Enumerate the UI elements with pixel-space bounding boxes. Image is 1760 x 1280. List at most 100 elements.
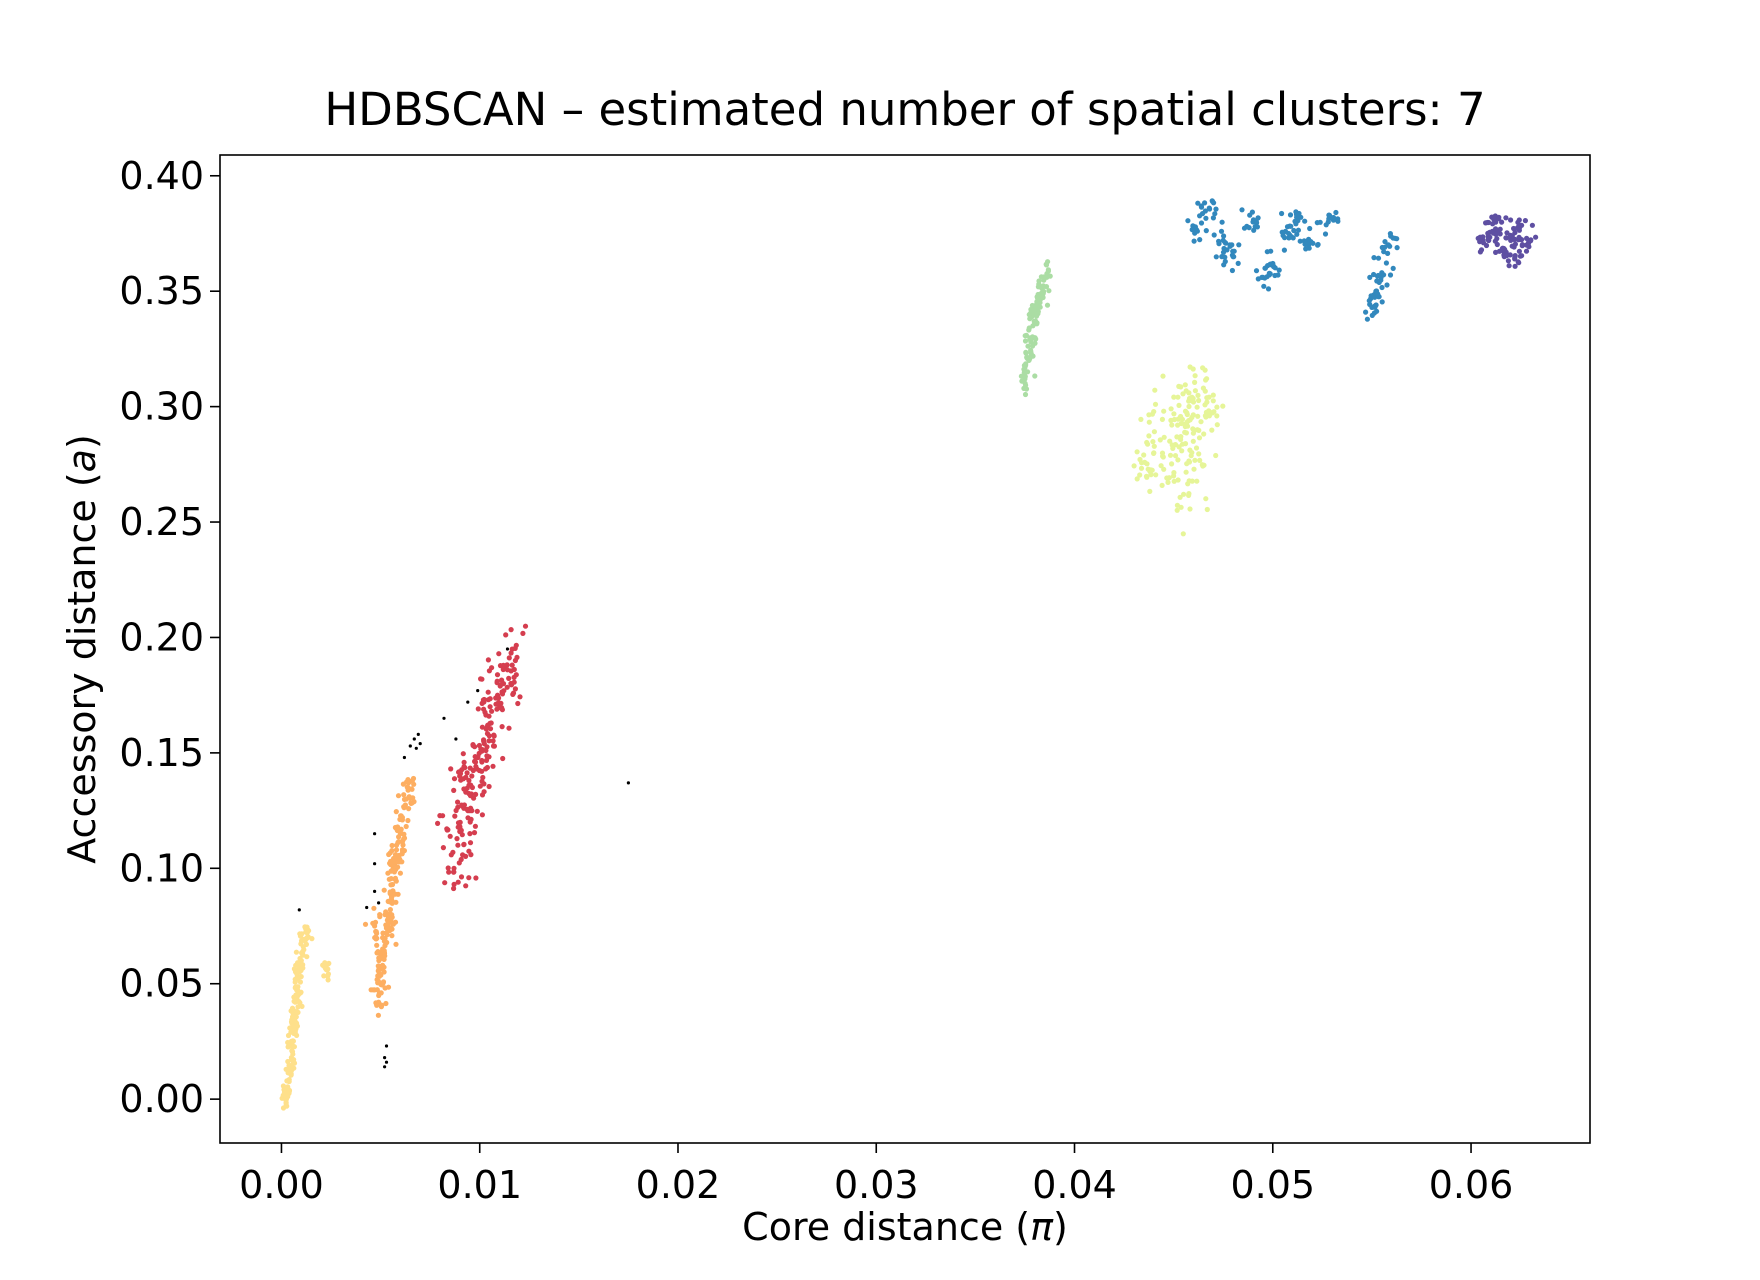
cluster-3-point	[501, 688, 507, 694]
cluster-6-point	[1315, 242, 1321, 248]
cluster-3-point	[467, 831, 473, 837]
cluster-3-point	[469, 808, 475, 814]
cluster-3-point	[506, 675, 512, 682]
cluster-1-point	[304, 954, 310, 960]
cluster-1-point	[321, 973, 327, 979]
cluster-6-point	[1231, 248, 1237, 254]
cluster-1-point	[296, 999, 302, 1005]
cluster-5-point	[1145, 441, 1151, 447]
cluster-4-point	[1022, 391, 1029, 398]
cluster-5-point	[1182, 382, 1188, 388]
noise-point	[476, 689, 480, 693]
cluster-3-point	[486, 783, 492, 790]
cluster-3-point	[500, 662, 506, 669]
cluster-2-point	[393, 847, 400, 853]
cluster-2-point	[395, 864, 401, 870]
cluster-3-point	[455, 879, 461, 885]
cluster-2-point	[397, 816, 403, 823]
cluster-6-point	[1384, 282, 1390, 288]
cluster-5-point	[1198, 419, 1204, 425]
cluster-2-point	[387, 907, 393, 913]
cluster-3-point	[464, 770, 470, 776]
cluster-3-point	[448, 766, 454, 772]
cluster-3-point	[479, 768, 485, 774]
cluster-4-point	[1023, 361, 1029, 367]
cluster-5-point	[1175, 457, 1181, 463]
cluster-2-point	[406, 806, 412, 812]
cluster-3-point	[473, 791, 479, 798]
cluster-6-point	[1193, 227, 1200, 233]
cluster-2-point	[382, 912, 388, 918]
cluster-3-point	[451, 869, 457, 875]
cluster-3-point	[485, 689, 491, 695]
cluster-3-point	[490, 763, 496, 769]
cluster-3-point	[494, 678, 500, 684]
cluster-1-point	[295, 1004, 301, 1010]
cluster-5-point	[1214, 413, 1220, 419]
y-tick-label: 0.00	[119, 1077, 204, 1121]
noise-point	[402, 755, 406, 760]
cluster-7-point	[1526, 244, 1532, 250]
cluster-7-point	[1496, 248, 1502, 254]
x-tick-label: 0.00	[239, 1163, 324, 1207]
cluster-7-point	[1510, 236, 1517, 242]
plot-area	[219, 154, 1591, 1144]
cluster-7-point	[1486, 219, 1492, 226]
cluster-1-point	[294, 969, 300, 975]
x-axis: 0.00 0.01 0.02 0.03 0.04 0.05 0.06	[239, 1143, 1513, 1207]
cluster-6-point	[1207, 206, 1213, 212]
cluster-3-point	[467, 840, 474, 846]
cluster-1-point	[286, 1042, 292, 1048]
cluster-6-point	[1195, 200, 1201, 206]
cluster-5-point	[1184, 411, 1190, 418]
cluster-6-point	[1221, 233, 1227, 239]
cluster-3-point	[445, 865, 451, 871]
cluster-3-point	[486, 754, 492, 760]
cluster-1-point	[295, 992, 302, 998]
cluster-5-point	[1164, 475, 1170, 481]
cluster-7-point	[1516, 234, 1522, 240]
cluster-5-point	[1202, 388, 1208, 394]
cluster-3-point	[472, 823, 478, 829]
cluster-3-point	[499, 724, 505, 730]
cluster-5-point	[1200, 365, 1206, 371]
cluster-2-point	[376, 955, 382, 961]
chart-title: HDBSCAN – estimated number of spatial cl…	[324, 83, 1485, 136]
cluster-3-point	[510, 690, 517, 696]
cluster-5-point	[1165, 479, 1171, 485]
cluster-3-point	[467, 765, 473, 771]
cluster-1-point	[286, 1062, 292, 1069]
cluster-5-point	[1192, 379, 1198, 385]
cluster-6-point	[1367, 274, 1373, 280]
cluster-2-point	[387, 911, 393, 917]
cluster-6-point	[1287, 212, 1294, 218]
cluster-3-point	[458, 777, 464, 783]
cluster-3-point	[475, 706, 481, 712]
cluster-3-point	[499, 677, 505, 683]
cluster-2-point	[378, 990, 384, 996]
cluster-3-point	[503, 632, 509, 638]
cluster-3-point	[486, 713, 492, 719]
cluster-3-point	[487, 696, 493, 702]
cluster-5-point	[1157, 437, 1163, 443]
cluster-3-point	[486, 668, 492, 674]
noise-point	[373, 889, 377, 894]
cluster-2-point	[388, 876, 394, 882]
cluster-5-point	[1159, 450, 1166, 456]
cluster-5-point	[1203, 496, 1209, 502]
x-tick-label: 0.05	[1230, 1163, 1315, 1207]
cluster-5-point	[1159, 416, 1165, 422]
cluster-3-point	[514, 654, 520, 661]
cluster-3-point	[512, 686, 519, 692]
cluster-3-point	[479, 748, 485, 754]
cluster-2-point	[376, 973, 382, 979]
cluster-3-point	[476, 742, 482, 749]
cluster-6-point	[1293, 221, 1299, 227]
cluster-3-point	[479, 724, 485, 730]
cluster-5-point	[1137, 456, 1143, 463]
cluster-3-point	[458, 874, 465, 880]
cluster-5-point	[1161, 466, 1167, 472]
cluster-3-point	[451, 885, 457, 892]
cluster-6-point	[1363, 309, 1369, 315]
cluster-6-point	[1306, 236, 1312, 242]
